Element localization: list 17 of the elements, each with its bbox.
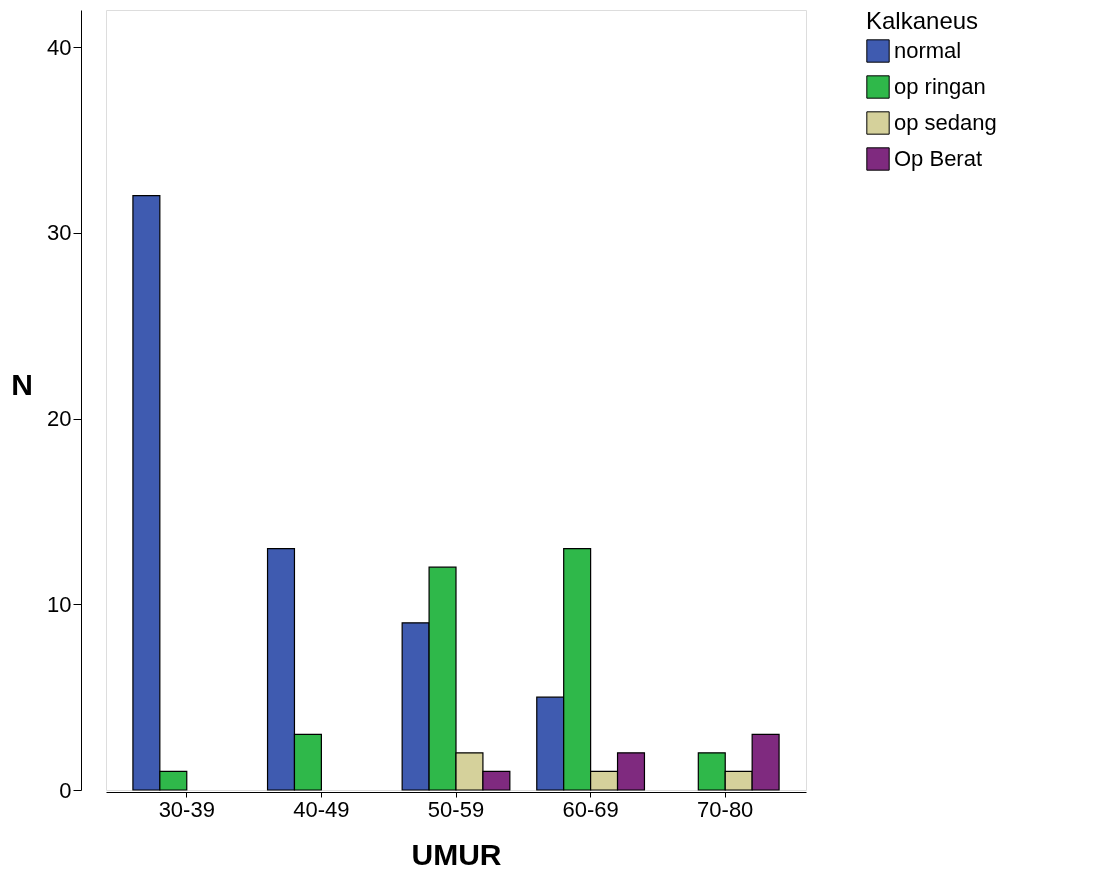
y-tick-label: 0 — [59, 777, 72, 803]
x-axis-title: UMUR — [411, 837, 502, 871]
y-tick-label: 10 — [47, 591, 72, 617]
x-tick-label: 40-49 — [293, 796, 350, 822]
legend-label: op sedang — [894, 110, 997, 135]
y-tick-label: 40 — [47, 34, 72, 60]
legend-label: normal — [894, 38, 962, 63]
y-tick-label: 20 — [47, 406, 72, 432]
x-tick-label: 50-59 — [427, 796, 485, 822]
legend-label: Op Berat — [894, 146, 983, 171]
legend-label: op ringan — [894, 74, 986, 99]
x-tick-label: 60-69 — [562, 796, 619, 822]
y-axis-title: N — [11, 367, 33, 401]
x-tick-label: 70-80 — [697, 796, 754, 822]
x-tick-label: 30-39 — [158, 796, 215, 822]
y-tick-label: 30 — [47, 220, 72, 246]
legend-title: Kalkaneus — [866, 7, 979, 34]
